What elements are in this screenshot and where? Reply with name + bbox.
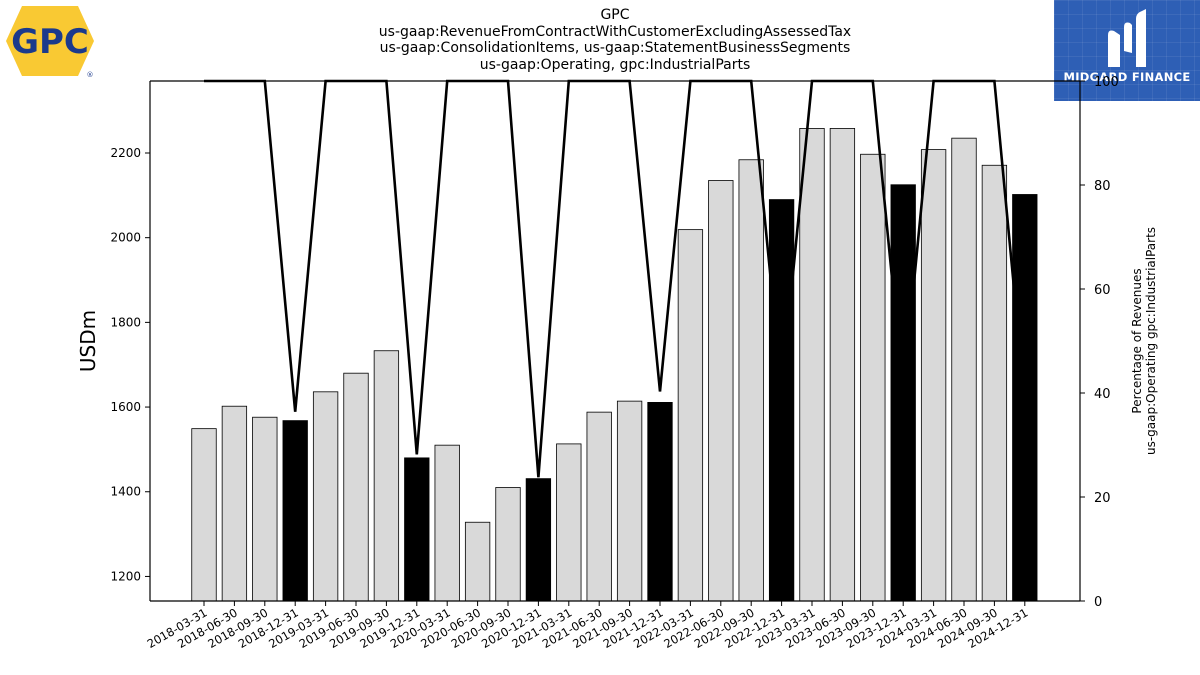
gpc-logo: GPC ®	[4, 4, 96, 79]
title-line-4: us-gaap:Operating, gpc:IndustrialParts	[479, 56, 751, 73]
bar-2023-09-30	[860, 153, 886, 602]
midgard-brand-text: MIDGARD FINANCE	[1063, 70, 1191, 84]
midgard-finance-logo: MIDGARD FINANCE	[1054, 0, 1200, 101]
title-line-2: us-gaap:RevenueFromContractWithCustomerE…	[378, 23, 852, 40]
y2-tick-label: 100	[1094, 75, 1119, 90]
bar-2019-09-30	[373, 350, 400, 602]
bar-2021-03-31	[556, 443, 582, 602]
y-tick-label: 2000	[110, 231, 141, 245]
bar-2022-06-30	[708, 180, 734, 602]
bar-2024-06-30	[951, 137, 977, 602]
y2-tick-label: 0	[1094, 595, 1102, 610]
y2-label-line-2: us-gaap:Operating gpc:IndustrialParts	[1144, 226, 1158, 456]
registered-mark: ®	[87, 71, 94, 78]
midgard-mark-icon	[1108, 9, 1146, 67]
bar-2018-09-30	[252, 416, 278, 602]
bar-2020-12-31	[525, 478, 552, 602]
y2-tick-label: 20	[1094, 491, 1111, 506]
bar-2019-03-31	[312, 391, 339, 602]
y2-tick-label: 80	[1094, 179, 1111, 194]
bar-2021-06-30	[586, 411, 612, 602]
y-tick-label: 1800	[110, 315, 141, 329]
bar-2021-12-31	[647, 402, 673, 602]
bar-2019-06-30	[343, 372, 369, 602]
y-axis-label-left: USDm	[76, 309, 100, 373]
gpc-logo-text: GPC	[11, 22, 89, 62]
bar-2020-06-30	[464, 521, 491, 602]
bar-2023-03-31	[799, 128, 825, 602]
bar-2022-12-31	[768, 199, 795, 602]
bar-2020-03-31	[434, 444, 460, 602]
bar-2019-12-31	[404, 457, 430, 602]
y2-tick-label: 60	[1094, 283, 1111, 298]
chart-title: GPC us-gaap:RevenueFromContractWithCusto…	[315, 7, 915, 73]
y-tick-label: 1200	[110, 569, 141, 583]
bar-2021-09-30	[616, 400, 643, 602]
y-tick-label: 1400	[110, 485, 141, 499]
bar-2018-03-31	[191, 428, 217, 602]
bar-2022-03-31	[677, 229, 704, 602]
bar-2022-09-30	[738, 159, 764, 602]
bar-2018-12-31	[282, 420, 308, 602]
bar-2018-06-30	[221, 405, 248, 602]
y-axis-label-right: Percentage of Revenues us-gaap:Operating…	[1130, 227, 1158, 455]
y2-tick-label: 40	[1094, 387, 1111, 402]
bar-2020-09-30	[495, 487, 521, 602]
y-tick-label: 1600	[110, 400, 141, 414]
bar-2023-06-30	[829, 128, 856, 602]
title-line-3: us-gaap:ConsolidationItems, us-gaap:Stat…	[379, 40, 851, 56]
title-line-1: GPC	[600, 7, 630, 23]
bar-2024-03-31	[920, 149, 947, 602]
bar-2024-09-30	[981, 164, 1008, 602]
y2-label-line-1: Percentage of Revenues	[1130, 268, 1144, 414]
y-tick-label: 2200	[110, 146, 141, 160]
